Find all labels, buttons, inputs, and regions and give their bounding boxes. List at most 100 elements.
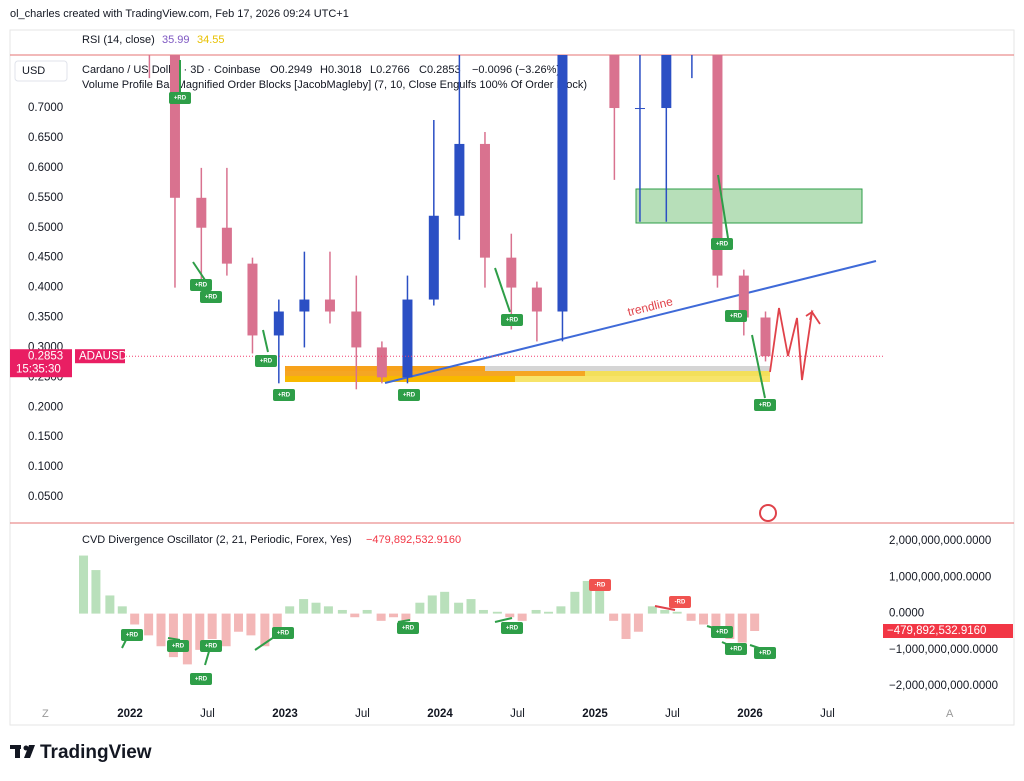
candle-body [324,299,335,312]
signal-label: +RD [759,403,772,409]
histogram-bar [737,613,747,643]
candle-body [609,55,620,109]
y-tick-label: 0.6000 [28,162,63,174]
signal-box [272,627,294,639]
x-tick-label: 2026 [737,708,763,720]
signal-label: +RD [205,644,218,650]
candle-body [506,257,517,288]
currency[interactable]: USD [22,65,45,77]
x-tick-label: 2022 [117,708,143,720]
y-tick-label: 0.1500 [28,431,63,443]
histogram-bar [246,613,256,636]
signal-box [200,640,222,652]
signal-box [169,92,191,104]
auto-button[interactable]: A [946,708,954,720]
rsi-label: RSI (14, close) [82,34,155,46]
logo [10,745,35,758]
signal-box [398,389,420,401]
candle-body [687,48,697,49]
frame [9,29,1015,726]
histogram-bar [117,606,127,614]
signal-label: -RD [675,600,686,606]
y-tick-label: 0.4000 [28,282,63,294]
logo-mark [15,745,20,758]
histogram-bar [323,606,333,614]
candle-body [351,311,362,348]
y-tick-label: 2,000,000,000.0000 [889,535,991,547]
logo-text: TradingView [40,742,152,763]
histogram-bar [660,609,670,614]
candle-body [738,275,749,318]
currency-button[interactable] [14,60,68,82]
zoom-button[interactable]: Z [42,708,49,720]
candles [148,48,771,390]
histogram-bar [299,599,309,614]
y-tick-label: 0.3500 [28,312,63,324]
histogram-bar [517,613,527,621]
candle-body [634,108,645,110]
signal-label: +RD [195,677,208,683]
countdown: 15:35:30 [16,363,61,375]
histogram-bar [492,611,502,614]
histogram-bar [505,613,515,618]
signal-label: +RD [172,644,185,650]
signal-label: +RD [716,242,729,248]
credit: ol_charles created with TradingView.com,… [10,8,349,20]
signal-label: +RD [730,647,743,653]
candle-body [169,55,180,198]
divergence-line [397,619,411,623]
y-tick-label: 0.2000 [28,401,63,413]
candle-body [712,55,723,276]
signal-label: -RD [595,583,606,589]
histogram-bar [595,588,605,614]
histogram-bar [91,570,101,614]
histogram-bar [415,602,425,614]
histogram-bar [168,613,178,658]
x-tick-label: 2023 [272,708,298,720]
signal-box [200,291,222,303]
candle-body [479,143,490,258]
divergence-line [167,637,181,641]
histogram-bar [750,613,760,632]
last-price-box [10,349,72,378]
cvd-histogram [79,555,760,665]
current-value-label: −479,892,532.9160 [887,625,986,637]
histogram-bar [582,580,592,614]
histogram-bar [556,606,566,614]
signal-box [711,238,733,250]
histogram-bar [182,613,192,665]
y-tick-label: 0.4500 [28,252,63,264]
candle-body [196,197,207,228]
candle-body [376,347,387,378]
histogram-bar [144,613,154,636]
divergence-line [654,605,676,611]
signal-label: +RD [506,318,519,324]
signal-label: +RD [174,96,187,102]
signal-label: +RD [759,651,772,657]
y-tick-label: 0.0500 [28,491,63,503]
signal-label: +RD [277,631,290,637]
candle-body [402,299,413,378]
volume-profile [285,366,770,382]
y-tick-label: 0.5000 [28,222,63,234]
histogram-bar [686,613,696,621]
vp-band [285,371,585,376]
x-tick-label: Jul [820,708,835,720]
histogram-bar [466,599,476,614]
ohlc: O0.2949 [270,64,312,76]
divergence-line [494,617,513,623]
candle-body [760,317,771,357]
signal-box [255,355,277,367]
histogram-bar [401,613,411,621]
histogram-bar [195,613,205,650]
divergence-line [717,174,729,239]
histogram-bar [221,613,231,647]
histogram-bar [621,613,631,639]
histogram-bar [633,613,643,632]
signal-label: +RD [730,314,743,320]
divergence-line [192,261,206,281]
event-icon[interactable] [759,504,777,522]
histogram-bar [609,613,619,621]
histogram-bar [234,613,244,632]
